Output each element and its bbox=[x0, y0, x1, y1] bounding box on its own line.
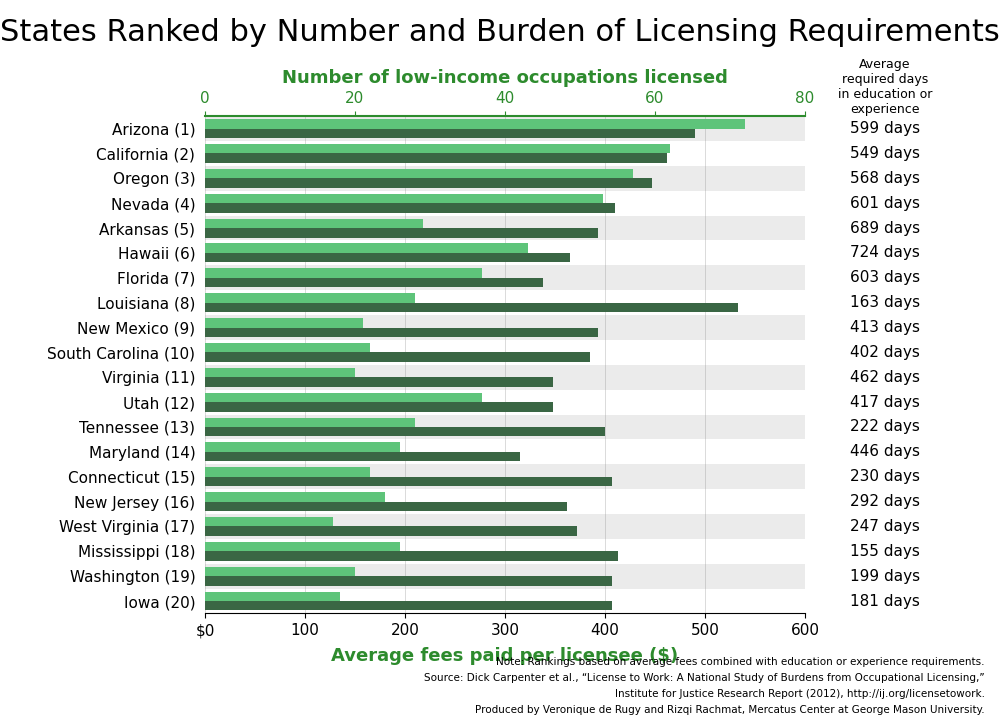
Bar bbox=[205, 378, 553, 387]
X-axis label: Number of low-income occupations licensed: Number of low-income occupations license… bbox=[282, 69, 728, 87]
Bar bbox=[205, 468, 370, 477]
Text: States Ranked by Number and Burden of Licensing Requirements: States Ranked by Number and Burden of Li… bbox=[0, 18, 1000, 47]
Text: 247 days: 247 days bbox=[850, 519, 920, 534]
Bar bbox=[205, 219, 422, 228]
Bar bbox=[205, 216, 805, 240]
Bar bbox=[205, 442, 400, 452]
Bar bbox=[205, 293, 415, 303]
Bar bbox=[205, 465, 805, 489]
Text: 181 days: 181 days bbox=[850, 594, 920, 608]
Bar bbox=[205, 169, 633, 179]
Bar bbox=[205, 492, 385, 502]
Bar bbox=[205, 240, 805, 265]
Text: Source: Dick Carpenter et al., “License to Work: A National Study of Burdens fro: Source: Dick Carpenter et al., “License … bbox=[424, 673, 985, 683]
Bar bbox=[205, 243, 528, 253]
Text: 603 days: 603 days bbox=[850, 270, 920, 285]
Bar bbox=[205, 352, 590, 362]
Bar bbox=[205, 116, 805, 141]
Bar bbox=[205, 542, 400, 551]
Bar bbox=[205, 402, 553, 412]
Bar bbox=[205, 427, 605, 436]
Text: 199 days: 199 days bbox=[850, 568, 920, 584]
Text: 413 days: 413 days bbox=[850, 320, 920, 335]
Text: 230 days: 230 days bbox=[850, 469, 920, 484]
Text: 568 days: 568 days bbox=[850, 171, 920, 186]
Bar bbox=[205, 514, 805, 539]
Text: Average
required days
in education or
experience: Average required days in education or ex… bbox=[838, 58, 932, 116]
Text: 689 days: 689 days bbox=[850, 221, 920, 235]
Text: 601 days: 601 days bbox=[850, 196, 920, 211]
Text: 292 days: 292 days bbox=[850, 494, 920, 509]
Bar bbox=[205, 502, 567, 511]
Bar bbox=[205, 141, 805, 166]
Text: Produced by Veronique de Rugy and Rizqi Rachmat, Mercatus Center at George Mason: Produced by Veronique de Rugy and Rizqi … bbox=[475, 705, 985, 715]
Bar bbox=[205, 194, 602, 203]
Text: Note: Rankings based on average fees combined with education or experience requi: Note: Rankings based on average fees com… bbox=[496, 657, 985, 667]
Bar bbox=[205, 340, 805, 364]
Bar bbox=[205, 567, 355, 576]
Bar bbox=[205, 278, 543, 287]
Bar bbox=[205, 589, 805, 613]
Bar bbox=[205, 393, 482, 402]
Bar bbox=[205, 563, 805, 589]
Bar bbox=[205, 415, 805, 439]
Bar bbox=[205, 390, 805, 415]
Bar bbox=[205, 592, 340, 601]
Text: 599 days: 599 days bbox=[850, 121, 920, 136]
Bar bbox=[205, 343, 370, 352]
Bar bbox=[205, 269, 482, 278]
Bar bbox=[205, 489, 805, 514]
Bar bbox=[205, 517, 332, 526]
Bar bbox=[205, 477, 612, 486]
Bar bbox=[205, 303, 738, 312]
Text: 724 days: 724 days bbox=[850, 245, 920, 261]
Bar bbox=[205, 265, 805, 290]
X-axis label: Average fees paid per licensee ($): Average fees paid per licensee ($) bbox=[331, 647, 679, 664]
Bar bbox=[205, 368, 355, 378]
Text: 402 days: 402 days bbox=[850, 345, 920, 360]
Bar bbox=[205, 166, 805, 191]
Bar bbox=[205, 253, 570, 262]
Text: 417 days: 417 days bbox=[850, 395, 920, 409]
Bar bbox=[205, 576, 612, 586]
Bar bbox=[205, 129, 695, 138]
Text: 549 days: 549 days bbox=[850, 146, 920, 161]
Bar bbox=[205, 417, 415, 427]
Bar bbox=[205, 526, 577, 536]
Bar bbox=[205, 439, 805, 465]
Text: 462 days: 462 days bbox=[850, 370, 920, 385]
Bar bbox=[205, 364, 805, 390]
Bar bbox=[205, 318, 362, 327]
Bar bbox=[205, 179, 652, 188]
Bar bbox=[205, 228, 598, 237]
Bar bbox=[205, 153, 667, 163]
Bar bbox=[205, 327, 598, 337]
Bar bbox=[205, 601, 612, 611]
Bar bbox=[205, 315, 805, 340]
Bar bbox=[205, 144, 670, 153]
Bar bbox=[205, 452, 520, 461]
Bar bbox=[205, 191, 805, 216]
Text: 155 days: 155 days bbox=[850, 544, 920, 559]
Bar bbox=[205, 119, 745, 129]
Text: 163 days: 163 days bbox=[850, 295, 920, 310]
Text: Institute for Justice Research Report (2012), http://ij.org/licensetowork.: Institute for Justice Research Report (2… bbox=[615, 689, 985, 699]
Text: 446 days: 446 days bbox=[850, 444, 920, 460]
Text: 222 days: 222 days bbox=[850, 420, 920, 434]
Bar bbox=[205, 539, 805, 563]
Bar bbox=[205, 203, 615, 213]
Bar bbox=[205, 551, 618, 560]
Bar bbox=[205, 290, 805, 315]
